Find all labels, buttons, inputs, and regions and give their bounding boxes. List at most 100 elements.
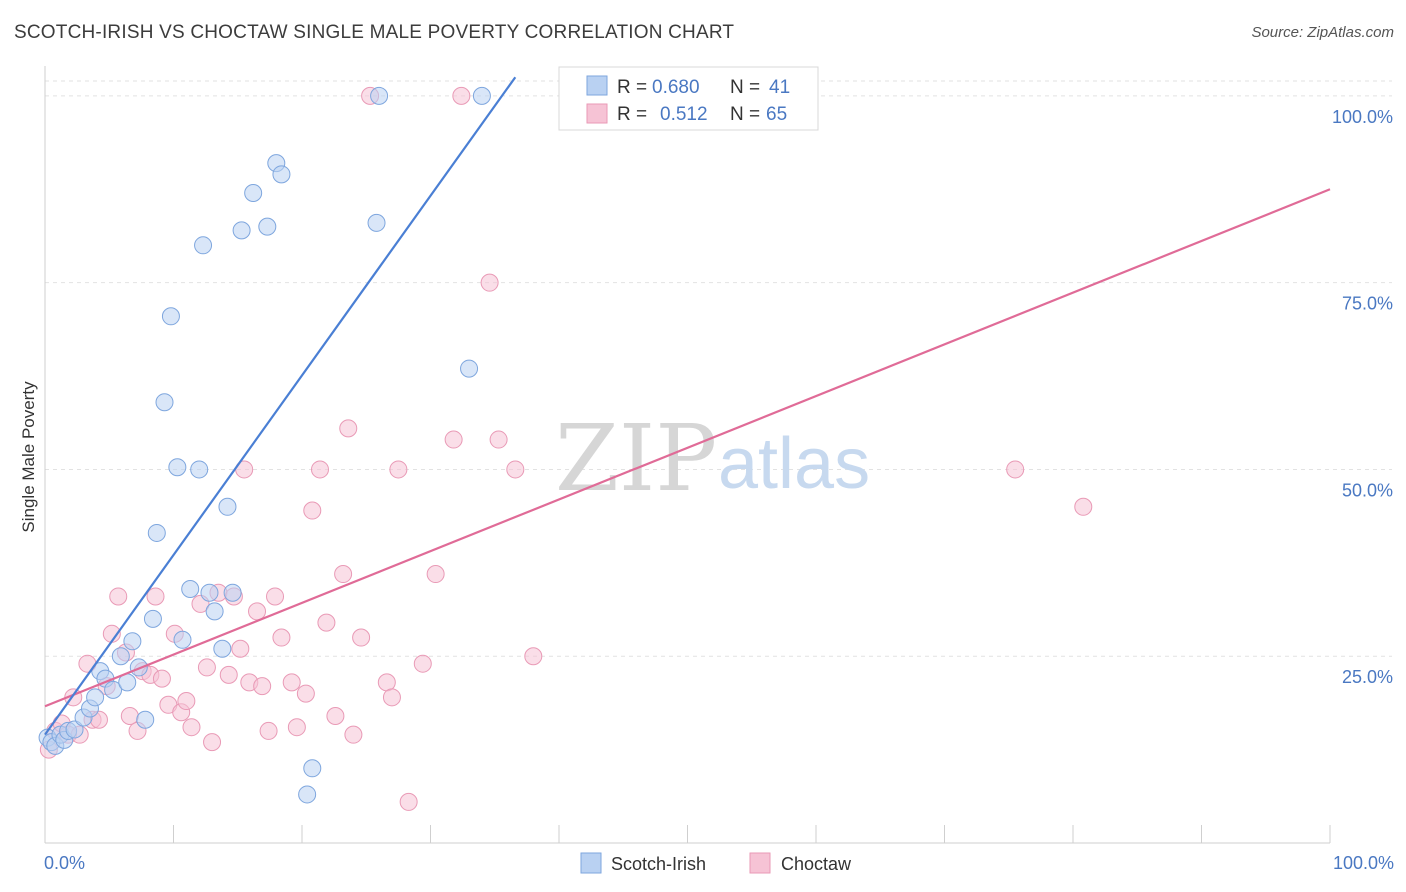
legend-r-value-pink: 0.512 (660, 104, 708, 125)
scotch-irish-point (136, 710, 155, 729)
choctaw-point (310, 460, 329, 479)
scotch-irish-point (205, 602, 224, 621)
scotch-irish-point (460, 359, 479, 378)
scotch-irish-point (370, 86, 389, 105)
choctaw-point (426, 565, 445, 584)
choctaw-point (524, 647, 543, 666)
bottom-legend-swatch-scotch-irish (580, 852, 602, 874)
scotch-irish-point (244, 184, 263, 203)
scotch-irish-point (298, 785, 317, 804)
scotch-irish-point (143, 609, 162, 628)
legend-r-label-blue: R = (617, 77, 647, 98)
choctaw-point (303, 501, 322, 520)
scotch-irish-point (123, 632, 142, 651)
scotch-irish-point (111, 647, 130, 666)
scotch-irish-point (147, 523, 166, 542)
y-tick-labels: 25.0% 50.0% 75.0% 100.0% (1332, 107, 1393, 687)
choctaw-point (326, 706, 345, 725)
choctaw-point (317, 613, 336, 632)
x-tick-min: 0.0% (44, 853, 85, 873)
scotch-irish-point (200, 583, 219, 602)
x-tick-max: 100.0% (1333, 853, 1394, 873)
choctaw-point (203, 733, 222, 752)
bottom-legend-choctaw: Choctaw (781, 854, 852, 874)
legend-n-label-blue: N = (730, 77, 760, 98)
scotch-irish-point (303, 759, 322, 778)
y-axis-title: Single Male Poverty (19, 381, 38, 533)
choctaw-point (296, 684, 315, 703)
scotch-irish-point (168, 458, 187, 477)
choctaw-point (389, 460, 408, 479)
choctaw-point (444, 430, 463, 449)
choctaw-point (231, 639, 250, 658)
legend-r-value-blue: 0.680 (652, 77, 700, 98)
choctaw-point (182, 718, 201, 737)
choctaw-point (399, 792, 418, 811)
scotch-irish-point (161, 307, 180, 326)
choctaw-point (197, 658, 216, 677)
choctaw-point (120, 706, 139, 725)
choctaw-point (1006, 460, 1025, 479)
choctaw-point (506, 460, 525, 479)
choctaw-point (109, 587, 128, 606)
bottom-legend-scotch-irish: Scotch-Irish (611, 854, 706, 874)
legend-n-value-pink: 65 (766, 104, 787, 125)
scotch-irish-point (232, 221, 251, 240)
choctaw-point (266, 587, 285, 606)
choctaw-point (282, 673, 301, 692)
scotch-irish-point (190, 460, 209, 479)
scotch-irish-point (181, 579, 200, 598)
choctaw-point (1074, 497, 1093, 516)
scotch-irish-point (155, 393, 174, 412)
choctaw-point (452, 86, 471, 105)
watermark-zip: ZIP (555, 405, 717, 512)
choctaw-point (480, 273, 499, 292)
choctaw-point (413, 654, 432, 673)
legend-swatch-pink (586, 103, 608, 124)
correlation-legend: R = 0.680 N = 41 R = 0.512 N = 65 (558, 66, 819, 131)
choctaw-point (339, 419, 358, 438)
choctaw-point (152, 669, 171, 688)
choctaw-point (219, 665, 238, 684)
scotch-irish-point (272, 165, 291, 184)
choctaw-point (352, 628, 371, 647)
scotch-irish-point (104, 680, 123, 699)
scotch-irish-trend-line (44, 76, 517, 736)
scotch-irish-point (173, 630, 192, 649)
scotch-irish-point (194, 236, 213, 255)
choctaw-point (253, 677, 272, 696)
y-tick-label: 25.0% (1342, 667, 1393, 687)
choctaw-point (259, 721, 278, 740)
y-tick-label: 75.0% (1342, 294, 1393, 314)
bottom-legend-swatch-choctaw (749, 852, 771, 874)
watermark-atlas: atlas (718, 424, 870, 504)
scotch-irish-point (258, 217, 277, 236)
legend-n-label-pink: N = (730, 104, 760, 125)
scotch-irish-point (367, 213, 386, 232)
choctaw-trend-line (44, 188, 1331, 708)
y-tick-label: 50.0% (1342, 480, 1393, 500)
choctaw-point (272, 628, 291, 647)
scotch-irish-point (223, 583, 242, 602)
choctaw-point (489, 430, 508, 449)
y-tick-label: 100.0% (1332, 107, 1393, 127)
scotch-irish-point (218, 497, 237, 516)
scotch-irish-point (213, 639, 232, 658)
choctaw-point (334, 565, 353, 584)
series-legend: Scotch-Irish Choctaw (580, 852, 852, 874)
choctaw-point (344, 725, 363, 744)
choctaw-point (248, 602, 267, 621)
source-note: Source: ZipAtlas.com (1251, 24, 1394, 41)
scotch-irish-points (38, 86, 491, 804)
choctaw-point (177, 692, 196, 711)
legend-swatch-blue (586, 75, 608, 96)
scotch-irish-point (472, 86, 491, 105)
trend-lines (44, 76, 1331, 736)
scotch-irish-point (65, 720, 84, 739)
choctaw-point (146, 587, 165, 606)
legend-n-value-blue: 41 (769, 77, 790, 98)
legend-r-label-pink: R = (617, 104, 647, 125)
choctaw-point (382, 688, 401, 707)
grid-lines (45, 80, 1392, 657)
